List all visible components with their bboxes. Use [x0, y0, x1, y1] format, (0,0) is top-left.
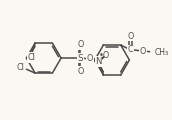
Text: O: O [140, 47, 146, 56]
Text: S: S [78, 54, 83, 63]
Text: O: O [77, 67, 83, 76]
Text: +: + [100, 55, 105, 60]
Text: O: O [87, 54, 94, 63]
Text: CH₃: CH₃ [154, 48, 169, 57]
Text: Cl: Cl [27, 53, 35, 62]
Text: O: O [127, 32, 133, 41]
Text: O: O [87, 54, 93, 63]
Text: C: C [128, 45, 133, 54]
Text: •O: •O [99, 51, 110, 60]
Text: Cl: Cl [17, 63, 25, 72]
Text: O: O [77, 40, 83, 49]
Text: N: N [95, 57, 102, 66]
